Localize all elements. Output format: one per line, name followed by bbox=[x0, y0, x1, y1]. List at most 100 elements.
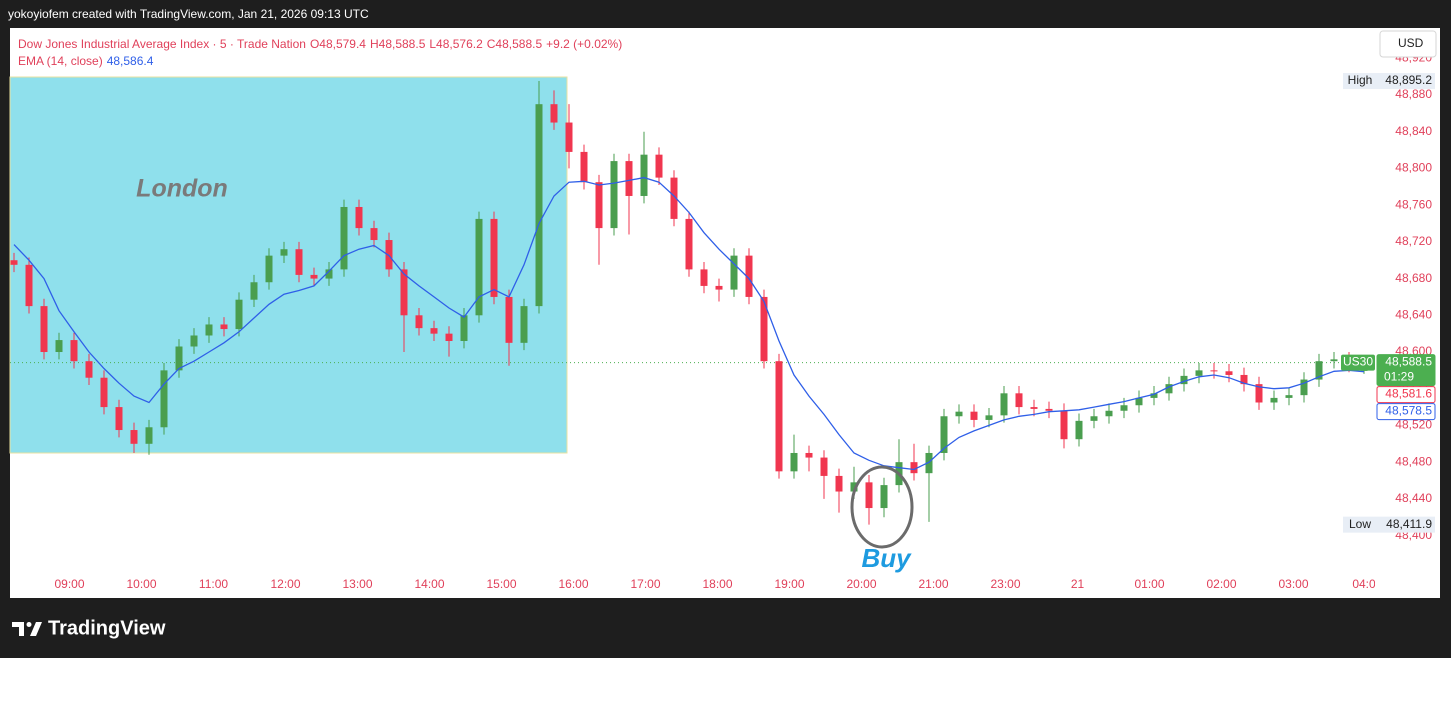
x-tick-label: 14:00 bbox=[414, 577, 444, 591]
y-tick-label: 48,800 bbox=[1395, 161, 1432, 175]
candle-body bbox=[280, 249, 288, 256]
candle-body bbox=[550, 104, 558, 123]
x-tick-label: 19:00 bbox=[774, 577, 804, 591]
y-tick-label: 48,760 bbox=[1395, 197, 1432, 211]
candle-body bbox=[25, 264, 33, 307]
candle-body bbox=[1210, 370, 1218, 372]
candle-body bbox=[370, 228, 378, 241]
candle-body bbox=[580, 151, 588, 183]
candle-body bbox=[1120, 405, 1128, 411]
candle-body bbox=[730, 255, 738, 290]
candle-body bbox=[55, 340, 63, 353]
candle-body bbox=[760, 296, 768, 362]
candle-body bbox=[190, 335, 198, 347]
currency-label[interactable]: USD bbox=[1398, 36, 1424, 50]
buy-label: Buy bbox=[861, 543, 912, 573]
candle-body bbox=[805, 452, 813, 458]
candle-body bbox=[1000, 393, 1008, 416]
y-tick-label: 48,520 bbox=[1395, 418, 1432, 432]
price-tag-bg bbox=[1376, 354, 1436, 387]
ohlc-open: O48,579.4 bbox=[309, 37, 366, 51]
candle-body bbox=[1075, 420, 1083, 440]
price-tag-label: 48,581.6 bbox=[1385, 387, 1432, 401]
candle-body bbox=[865, 482, 873, 509]
candle-body bbox=[10, 260, 18, 265]
y-tick-label: 48,480 bbox=[1395, 454, 1432, 468]
y-tick-label: 48,840 bbox=[1395, 124, 1432, 138]
symbol-tag: US30 bbox=[1343, 355, 1373, 369]
candle-body bbox=[910, 462, 918, 474]
candle-body bbox=[625, 161, 633, 196]
candle-body bbox=[985, 415, 993, 420]
x-tick-label: 01:00 bbox=[1134, 577, 1164, 591]
brand-name: TradingView bbox=[48, 617, 166, 639]
y-tick-label: 48,880 bbox=[1395, 87, 1432, 101]
candle-body bbox=[70, 340, 78, 362]
candle-body bbox=[595, 182, 603, 229]
buy-circle bbox=[850, 465, 914, 549]
extreme-name-bg bbox=[1343, 73, 1377, 90]
candle-body bbox=[1195, 370, 1203, 376]
x-tick-label: 11:00 bbox=[199, 577, 228, 591]
x-tick-label: 15:00 bbox=[486, 577, 516, 591]
x-tick-label: 16:00 bbox=[558, 577, 588, 591]
candle-body bbox=[100, 377, 108, 408]
currency-box[interactable] bbox=[1379, 30, 1437, 58]
candle-body bbox=[1180, 375, 1188, 385]
ohlc-high: H48,588.5 bbox=[369, 37, 426, 51]
candle-body bbox=[1060, 410, 1068, 440]
candle-body bbox=[850, 482, 858, 492]
candle-body bbox=[1270, 397, 1278, 403]
candle-body bbox=[1030, 407, 1038, 409]
candle-body bbox=[385, 240, 393, 270]
candle-body bbox=[820, 457, 828, 476]
candle-body bbox=[490, 218, 498, 297]
extreme-value-bg bbox=[1377, 516, 1435, 533]
candle-body bbox=[940, 416, 948, 453]
price-tag-label: 48,588.5 bbox=[1385, 355, 1432, 369]
ema-value: 48,586.4 bbox=[106, 54, 154, 68]
candle-body bbox=[1135, 397, 1143, 406]
top-bar-text: yokoyiofem created with TradingView.com,… bbox=[8, 7, 369, 21]
brand-logo bbox=[12, 622, 42, 636]
candle-body bbox=[1105, 410, 1113, 417]
extreme-name: High bbox=[1348, 73, 1373, 87]
candle-body bbox=[790, 452, 798, 472]
x-tick-label: 12:00 bbox=[270, 577, 300, 591]
x-tick-label: 13:00 bbox=[342, 577, 372, 591]
ema-name: EMA (14, close) bbox=[18, 54, 103, 68]
candle-body bbox=[1015, 393, 1023, 408]
price-tag-label: 48,578.5 bbox=[1385, 404, 1432, 418]
ohlc-low: L48,576.2 bbox=[429, 37, 483, 51]
candle-body bbox=[1090, 416, 1098, 421]
ema-line bbox=[13, 176, 1365, 471]
candle-body bbox=[220, 324, 228, 330]
candle-body bbox=[205, 324, 213, 336]
x-tick-label: 10:00 bbox=[126, 577, 156, 591]
x-tick-label: 02:00 bbox=[1206, 577, 1236, 591]
x-tick-label: 20:00 bbox=[846, 577, 876, 591]
candle-body bbox=[1240, 374, 1248, 385]
candle-body bbox=[145, 427, 153, 444]
candle-body bbox=[250, 282, 258, 300]
price-axis: 48,40048,44048,48048,52048,56048,60048,6… bbox=[1341, 50, 1436, 542]
indicator-row: EMA (14, close) 48,586.4 bbox=[18, 53, 626, 70]
candle-body bbox=[670, 177, 678, 219]
candle-body bbox=[475, 218, 483, 316]
candle-body bbox=[505, 296, 513, 343]
candle-body bbox=[1225, 371, 1233, 375]
candle-body bbox=[310, 274, 318, 279]
x-tick-label: 21:00 bbox=[918, 577, 948, 591]
symbol-tag-bg bbox=[1341, 354, 1375, 371]
chart-title: Dow Jones Industrial Average Index · 5 ·… bbox=[18, 37, 306, 51]
extreme-name-bg bbox=[1343, 516, 1377, 533]
price-tag-bg bbox=[1376, 386, 1436, 404]
chart-header: Dow Jones Industrial Average Index · 5 ·… bbox=[18, 36, 626, 70]
candle-body bbox=[340, 206, 348, 270]
candle-body bbox=[685, 218, 693, 270]
candle-body bbox=[85, 361, 93, 378]
candle-body bbox=[235, 299, 243, 330]
extreme-value: 48,895.2 bbox=[1385, 73, 1432, 87]
